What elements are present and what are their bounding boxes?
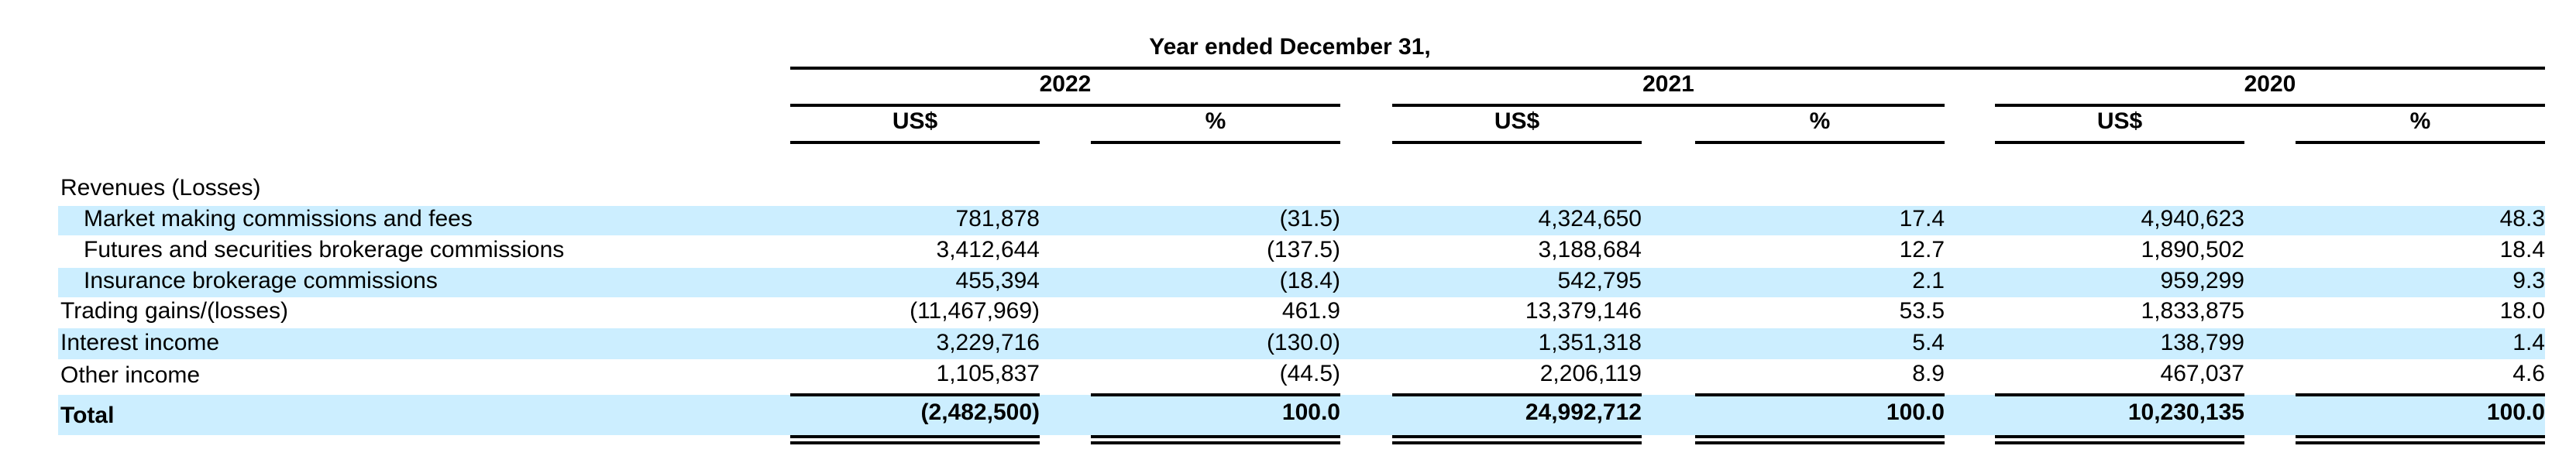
- total-label: Total: [60, 403, 115, 428]
- cell-2020-usd: 1,833,875: [2141, 298, 2244, 324]
- year-rule: [1995, 104, 2545, 107]
- col-heading-percent: %: [1809, 108, 1831, 134]
- year-heading-2022: 2022: [1039, 71, 1092, 97]
- cell-2020-usd: 959,299: [2160, 268, 2244, 293]
- col-rule: [1392, 141, 1642, 144]
- year-heading-2021: 2021: [1642, 71, 1694, 97]
- cell-2020-pct: 4.6: [2512, 361, 2545, 386]
- total-top-rule: [1091, 393, 1340, 396]
- total-double-rule: [1091, 435, 1340, 444]
- cell-2020-pct: 18.4: [2499, 237, 2545, 262]
- cell-2021-pct: 17.4: [1899, 206, 1945, 232]
- total-double-rule: [1995, 435, 2244, 444]
- header-rule: [790, 67, 2545, 70]
- total-top-rule: [790, 393, 1040, 396]
- total-2021-pct: 100.0: [1886, 400, 1945, 425]
- total-2020-pct: 100.0: [2486, 400, 2545, 425]
- cell-2022-usd: 3,229,716: [936, 330, 1040, 355]
- total-top-rule: [1392, 393, 1642, 396]
- cell-2022-pct: (31.5): [1279, 206, 1340, 232]
- cell-2021-usd: 3,188,684: [1538, 237, 1642, 262]
- cell-2020-pct: 1.4: [2512, 330, 2545, 355]
- cell-2020-usd: 138,799: [2160, 330, 2244, 355]
- cell-2022-pct: (137.5): [1266, 237, 1340, 262]
- cell-2022-usd: 1,105,837: [936, 361, 1040, 386]
- row-label: Other income: [60, 362, 201, 388]
- total-double-rule: [1392, 435, 1642, 444]
- row-label: Interest income: [60, 330, 220, 355]
- total-double-rule: [2296, 435, 2545, 444]
- col-heading-percent: %: [2409, 108, 2431, 134]
- cell-2021-usd: 13,379,146: [1525, 298, 1642, 324]
- total-2022-usd: (2,482,500): [920, 400, 1040, 425]
- cell-2020-pct: 48.3: [2499, 206, 2545, 232]
- cell-2021-pct: 8.9: [1912, 361, 1945, 386]
- col-heading-usd: US$: [2096, 108, 2143, 134]
- year-rule: [790, 104, 1340, 107]
- cell-2021-usd: 1,351,318: [1538, 330, 1642, 355]
- total-2022-pct: 100.0: [1281, 400, 1340, 425]
- col-heading-usd: US$: [1494, 108, 1540, 134]
- cell-2022-usd: 3,412,644: [936, 237, 1040, 262]
- cell-2022-usd: 455,394: [955, 268, 1040, 293]
- row-band: [58, 268, 2545, 297]
- cell-2020-pct: 18.0: [2499, 298, 2545, 324]
- total-double-rule: [1695, 435, 1945, 444]
- section-label: Revenues (Losses): [60, 175, 261, 201]
- col-rule: [1091, 141, 1340, 144]
- cell-2021-pct: 2.1: [1912, 268, 1945, 293]
- cell-2020-usd: 1,890,502: [2141, 237, 2244, 262]
- col-rule: [1695, 141, 1945, 144]
- total-top-rule: [2296, 393, 2545, 396]
- col-rule: [1995, 141, 2244, 144]
- cell-2022-pct: (130.0): [1266, 330, 1340, 355]
- row-label: Trading gains/(losses): [60, 298, 289, 324]
- cell-2020-usd: 467,037: [2160, 361, 2244, 386]
- cell-2022-usd: (11,467,969): [910, 298, 1040, 324]
- period-heading: Year ended December 31,: [1149, 34, 1431, 60]
- cell-2021-pct: 5.4: [1912, 330, 1945, 355]
- col-heading-percent: %: [1205, 108, 1226, 134]
- year-rule: [1392, 104, 1945, 107]
- row-label: Futures and securities brokerage commiss…: [84, 237, 565, 262]
- col-rule: [790, 141, 1040, 144]
- row-band: [58, 206, 2545, 235]
- row-band: [58, 395, 2545, 435]
- total-2021-usd: 24,992,712: [1525, 400, 1642, 425]
- total-double-rule: [790, 435, 1040, 444]
- col-heading-usd: US$: [892, 108, 938, 134]
- row-label: Insurance brokerage commissions: [84, 268, 438, 293]
- cell-2021-usd: 4,324,650: [1538, 206, 1642, 232]
- cell-2021-pct: 53.5: [1899, 298, 1945, 324]
- total-2020-usd: 10,230,135: [2127, 400, 2244, 425]
- total-top-rule: [1695, 393, 1945, 396]
- total-top-rule: [1995, 393, 2244, 396]
- row-band: [58, 328, 2545, 359]
- cell-2022-pct: (44.5): [1279, 361, 1340, 386]
- year-heading-2020: 2020: [2244, 71, 2296, 97]
- row-label: Market making commissions and fees: [84, 206, 473, 232]
- cell-2021-usd: 542,795: [1557, 268, 1642, 293]
- cell-2022-pct: 461.9: [1281, 298, 1340, 324]
- cell-2021-pct: 12.7: [1899, 237, 1945, 262]
- cell-2021-usd: 2,206,119: [1539, 361, 1642, 386]
- cell-2022-pct: (18.4): [1279, 268, 1340, 293]
- cell-2022-usd: 781,878: [955, 206, 1040, 232]
- cell-2020-usd: 4,940,623: [2141, 206, 2244, 232]
- col-rule: [2296, 141, 2545, 144]
- cell-2020-pct: 9.3: [2512, 268, 2545, 293]
